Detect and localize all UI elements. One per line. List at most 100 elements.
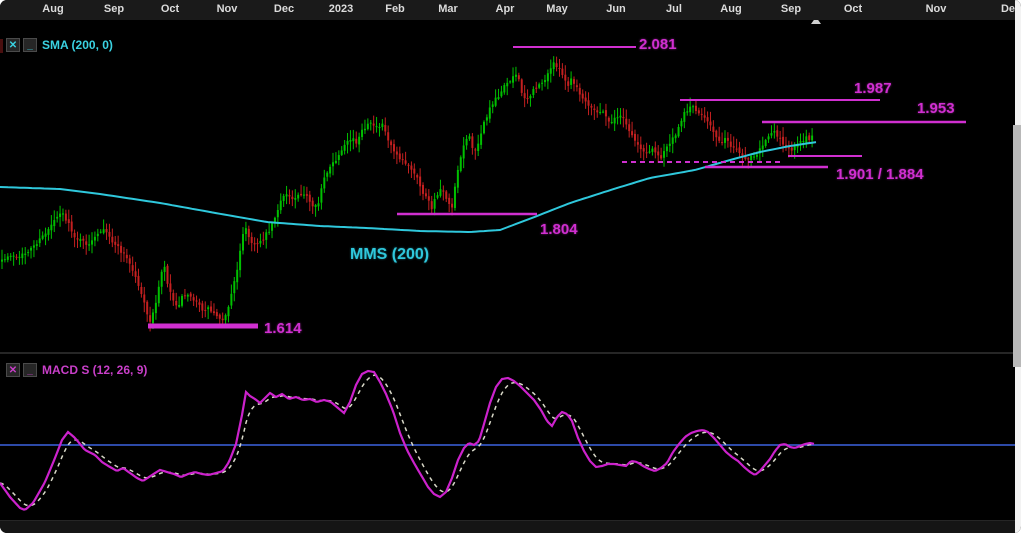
candle-body: [137, 275, 140, 286]
candle-body: [6, 256, 9, 260]
candle-body: [482, 121, 485, 134]
candle-body: [494, 97, 497, 106]
candle-body: [636, 142, 639, 145]
candle-body: [9, 255, 12, 257]
candle-body: [616, 117, 619, 119]
candle-body: [253, 243, 256, 245]
candle-body: [79, 239, 82, 242]
candle-body: [172, 293, 175, 301]
candle-body: [413, 168, 416, 174]
candle-body: [639, 144, 642, 150]
candle-body: [183, 295, 186, 297]
candle-body: [279, 200, 282, 211]
candle-body: [35, 244, 38, 246]
candle-body: [108, 231, 111, 237]
candle-body: [462, 145, 465, 159]
candle-body: [628, 124, 631, 132]
candle-body: [131, 265, 134, 271]
close-icon[interactable]: ✕: [6, 38, 20, 52]
candle-body: [343, 144, 346, 151]
candle-body: [361, 129, 364, 137]
candle-body: [134, 271, 137, 277]
candle-body: [642, 148, 645, 152]
price-level-label[interactable]: 1.953: [917, 100, 955, 117]
month-label: Aug: [720, 3, 742, 15]
candle-body: [741, 153, 744, 156]
candle-body: [512, 76, 515, 83]
candle-body: [297, 194, 300, 199]
candle-body: [625, 118, 628, 125]
bottom-scroll-strip[interactable]: [0, 520, 1021, 533]
macd-indicator-title[interactable]: MACD S (12, 26, 9): [42, 363, 148, 377]
candle-body: [514, 74, 517, 77]
price-level-label[interactable]: 1.987: [854, 80, 892, 97]
macd-line: [0, 369, 815, 511]
candle-body: [363, 128, 366, 131]
price-level-label[interactable]: 1.614: [264, 320, 302, 337]
candle-body: [122, 252, 125, 254]
sma-indicator-title[interactable]: SMA (200, 0): [42, 38, 113, 52]
candle-body: [120, 245, 123, 253]
candle-body: [633, 133, 636, 141]
month-label: Sep: [780, 3, 802, 15]
candle-body: [604, 110, 607, 117]
candle-body: [215, 312, 218, 317]
candle-body: [779, 137, 782, 139]
candle-body: [451, 203, 454, 208]
candle-body: [738, 147, 741, 154]
sma-indicator-header: ✕ _ SMA (200, 0): [6, 38, 113, 52]
candle-body: [773, 131, 776, 133]
price-level-label[interactable]: 1.901 / 1.884: [836, 166, 924, 183]
candle-body: [535, 87, 538, 89]
price-level-label[interactable]: 1.804: [540, 221, 578, 238]
candle-body: [517, 75, 520, 80]
candle-body: [755, 154, 758, 157]
candle-body: [697, 110, 700, 114]
macd-indicator-header: ✕ _ MACD S (12, 26, 9): [6, 363, 147, 377]
candle-body: [323, 177, 326, 189]
minimize-icon[interactable]: _: [23, 363, 37, 377]
candle-body: [18, 256, 21, 258]
candle-body: [677, 126, 680, 137]
candle-body: [169, 283, 172, 292]
candle-body: [346, 140, 349, 145]
candle-body: [96, 233, 99, 237]
candle-body: [416, 174, 419, 178]
candle-body: [210, 306, 213, 312]
candle-body: [660, 155, 663, 159]
timeline-axis[interactable]: Aug Sep Oct Nov Dec 2023 Feb Mar Apr May Jun Jul Aug…: [0, 0, 1021, 20]
candle-body: [186, 294, 189, 297]
candle-body: [88, 244, 91, 246]
candle-body: [712, 126, 715, 133]
candle-body: [329, 166, 332, 174]
price-level-label[interactable]: 2.081: [639, 36, 677, 53]
candle-body: [311, 200, 314, 207]
candle-body: [477, 143, 480, 151]
candle-body: [590, 105, 593, 108]
left-edge-artifact: [0, 39, 3, 53]
candle-body: [558, 68, 561, 70]
close-icon[interactable]: ✕: [6, 363, 20, 377]
candle-body: [593, 108, 596, 111]
cursor-position-marker[interactable]: [811, 17, 821, 24]
candle-body: [500, 91, 503, 97]
page-scrollbar[interactable]: [1013, 125, 1021, 367]
candle-body: [564, 74, 567, 81]
minimize-icon[interactable]: _: [23, 38, 37, 52]
month-label: Oct: [160, 3, 180, 15]
month-label: Aug: [42, 3, 64, 15]
candle-body: [314, 204, 317, 207]
month-label: Dec: [273, 3, 295, 15]
candle-body: [59, 213, 62, 217]
candle-body: [485, 117, 488, 121]
candle-body: [387, 132, 390, 141]
candle-body: [392, 144, 395, 152]
price-levels: [148, 46, 966, 329]
candle-body: [680, 120, 683, 127]
month-label: Jun: [606, 3, 626, 15]
candle-body: [76, 238, 79, 240]
candle-body: [73, 232, 76, 238]
candle-body: [657, 151, 660, 156]
